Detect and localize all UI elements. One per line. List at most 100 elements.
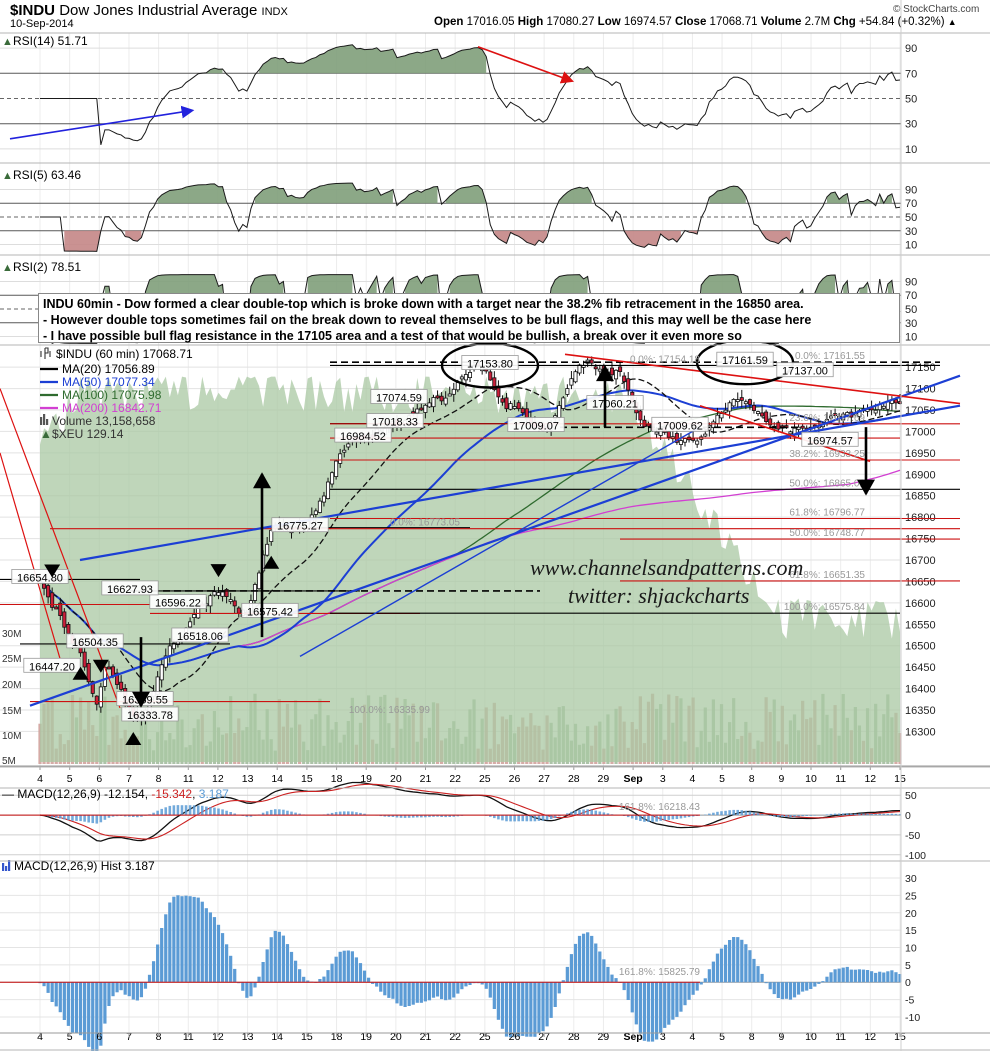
svg-text:▲: ▲ (2, 36, 13, 48)
svg-text:100.0%: 16335.99: 100.0%: 16335.99 (349, 705, 431, 716)
svg-text:50.0%: 16748.77: 50.0%: 16748.77 (789, 528, 865, 539)
svg-text:70: 70 (905, 68, 917, 80)
svg-text:MA(100) 17075.98: MA(100) 17075.98 (62, 388, 162, 402)
svg-text:17153.80: 17153.80 (467, 359, 513, 371)
svg-text:-5: -5 (905, 995, 914, 1007)
svg-text:Volume 13,158,658: Volume 13,158,658 (52, 414, 156, 428)
svg-text:▲: ▲ (40, 427, 52, 441)
svg-text:17060.21: 17060.21 (592, 399, 638, 411)
svg-text:0.0%: 17154.18: 0.0%: 17154.18 (630, 354, 700, 365)
svg-text:10M: 10M (2, 731, 21, 742)
svg-text:MA(50) 17077.34: MA(50) 17077.34 (62, 375, 155, 389)
svg-text:16950: 16950 (905, 448, 936, 460)
svg-text:38.2%: 16933.25: 38.2%: 16933.25 (789, 449, 865, 460)
svg-text:12: 12 (864, 773, 876, 785)
svg-text:5: 5 (67, 773, 73, 785)
svg-text:9: 9 (778, 773, 784, 785)
svg-text:29: 29 (598, 773, 610, 785)
svg-text:25: 25 (905, 890, 917, 902)
svg-text:3: 3 (660, 773, 666, 785)
svg-text:0: 0 (905, 810, 911, 822)
svg-text:16775.27: 16775.27 (277, 521, 323, 533)
svg-text:10: 10 (905, 240, 917, 252)
svg-text:-100: -100 (905, 850, 926, 862)
svg-text:16518.06: 16518.06 (177, 631, 223, 643)
svg-text:25: 25 (479, 773, 491, 785)
svg-text:8: 8 (156, 773, 162, 785)
svg-text:16974.57: 16974.57 (807, 435, 853, 447)
svg-text:17137.00: 17137.00 (782, 366, 828, 378)
svg-text:30: 30 (905, 318, 917, 330)
svg-text:MA(20) 17056.89: MA(20) 17056.89 (62, 362, 155, 376)
svg-text:5M: 5M (2, 756, 16, 767)
svg-text:16500: 16500 (905, 641, 936, 653)
svg-text:▲: ▲ (2, 262, 13, 274)
svg-text:22: 22 (449, 773, 461, 785)
svg-text:30: 30 (905, 226, 917, 238)
svg-text:15: 15 (894, 773, 906, 785)
svg-text:30: 30 (905, 873, 917, 885)
svg-text:-10: -10 (905, 1012, 920, 1024)
svg-text:16447.20: 16447.20 (29, 661, 75, 673)
svg-text:16650: 16650 (905, 576, 936, 588)
svg-text:16333.78: 16333.78 (127, 710, 173, 722)
svg-text:11: 11 (183, 773, 194, 785)
svg-text:90: 90 (905, 43, 917, 55)
svg-text:4: 4 (37, 773, 43, 785)
svg-text:16550: 16550 (905, 619, 936, 631)
svg-text:30: 30 (905, 119, 917, 131)
svg-text:16627.93: 16627.93 (107, 584, 153, 596)
svg-text:50.0%: 16865.01: 50.0%: 16865.01 (789, 478, 865, 489)
svg-text:0: 0 (905, 977, 911, 989)
svg-text:16900: 16900 (905, 469, 936, 481)
svg-text:17000: 17000 (905, 426, 936, 438)
svg-text:50: 50 (905, 94, 917, 106)
svg-text:16575.42: 16575.42 (247, 606, 293, 618)
svg-text:17009.07: 17009.07 (513, 421, 559, 433)
svg-text:16400: 16400 (905, 684, 936, 696)
svg-text:16850: 16850 (905, 491, 936, 503)
svg-text:161.8%: 16218.43: 161.8%: 16218.43 (619, 802, 701, 813)
svg-text:14: 14 (271, 773, 283, 785)
svg-text:10: 10 (805, 773, 817, 785)
svg-text:17161.59: 17161.59 (722, 355, 768, 367)
svg-text:4: 4 (689, 773, 695, 785)
svg-text:0.0%: 17161.55: 0.0%: 17161.55 (795, 351, 865, 362)
svg-text:RSI(2) 78.51: RSI(2) 78.51 (13, 260, 81, 274)
svg-text:16504.35: 16504.35 (72, 637, 118, 649)
svg-text:26: 26 (509, 773, 521, 785)
svg-text:27: 27 (538, 773, 550, 785)
svg-text:www.channelsandpatterns.com: www.channelsandpatterns.com (530, 555, 803, 580)
svg-text:17018.33: 17018.33 (372, 417, 418, 429)
svg-text:61.8%: 16796.77: 61.8%: 16796.77 (789, 508, 865, 519)
svg-text:10: 10 (905, 943, 917, 955)
svg-text:20: 20 (390, 773, 402, 785)
svg-text:70: 70 (905, 290, 917, 302)
svg-text:15: 15 (905, 925, 917, 937)
svg-text:15: 15 (301, 773, 313, 785)
svg-text:15M: 15M (2, 706, 21, 717)
svg-text:11: 11 (835, 773, 846, 785)
svg-text:161.8%: 15825.79: 161.8%: 15825.79 (619, 967, 701, 978)
svg-text:6: 6 (96, 773, 102, 785)
svg-text:50: 50 (905, 790, 917, 802)
svg-text:7: 7 (126, 773, 132, 785)
svg-text:12: 12 (212, 773, 224, 785)
svg-text:16350: 16350 (905, 705, 936, 717)
svg-text:8: 8 (749, 773, 755, 785)
svg-text:16984.52: 16984.52 (340, 431, 386, 443)
svg-text:100.0%: 16575.84: 100.0%: 16575.84 (784, 602, 866, 613)
svg-text:50: 50 (905, 212, 917, 224)
svg-text:10: 10 (905, 144, 917, 156)
svg-text:― MACD(12,26,9) -12.154, -15.3: ― MACD(12,26,9) -12.154, -15.342, 3.187 (2, 787, 229, 801)
svg-text:16654.80: 16654.80 (17, 572, 63, 584)
svg-text:MA(200) 16842.71: MA(200) 16842.71 (62, 401, 162, 415)
svg-text:0.0%: 16773.05: 0.0%: 16773.05 (390, 518, 460, 529)
svg-text:5: 5 (905, 960, 911, 972)
svg-text:twitter: shjackcharts: twitter: shjackcharts (568, 583, 749, 608)
svg-text:23.6%: 17017.69: 23.6%: 17017.69 (789, 413, 865, 424)
svg-text:-50: -50 (905, 830, 920, 842)
svg-text:16450: 16450 (905, 662, 936, 674)
svg-text:90: 90 (905, 185, 917, 197)
svg-text:17009.62: 17009.62 (657, 420, 703, 432)
